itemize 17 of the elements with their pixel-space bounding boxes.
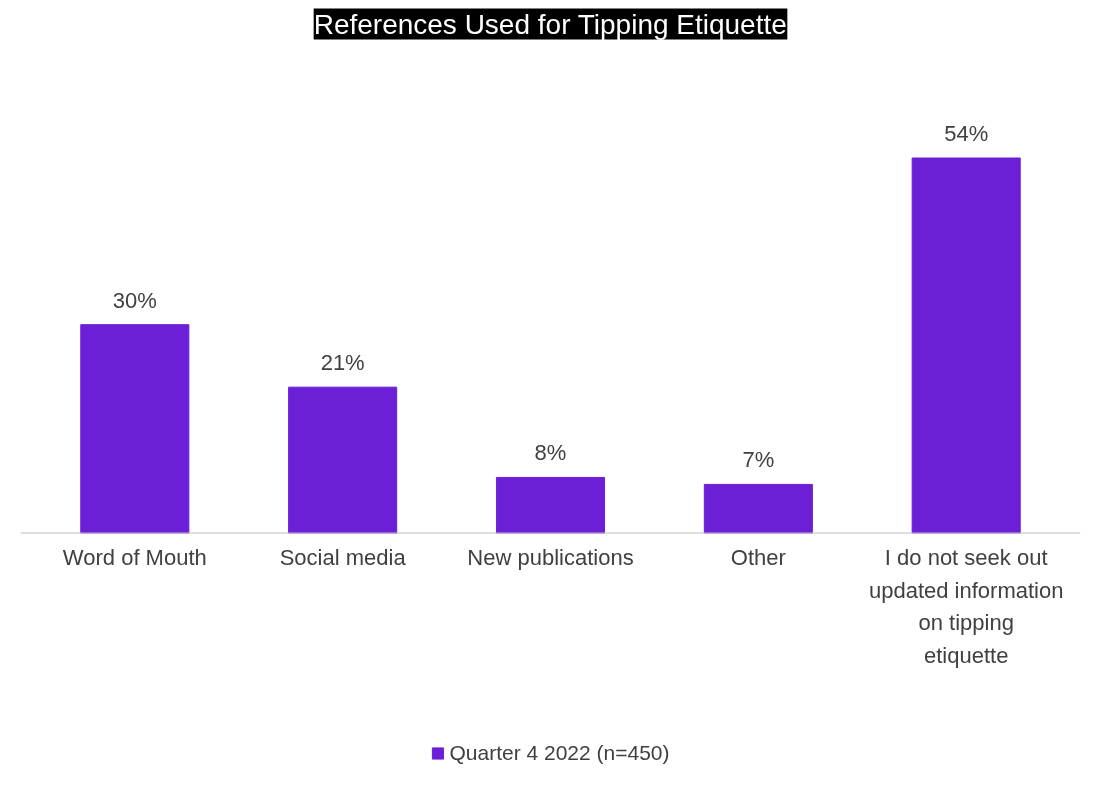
data-label: 30% — [112, 287, 157, 313]
x-tick-label: I do not seek out updated information on tipping etiquette — [868, 545, 1064, 668]
x-tick-label: Social media — [279, 545, 407, 570]
data-label: 21% — [320, 350, 365, 376]
bar — [495, 476, 606, 534]
x-tick-label: New publications — [467, 545, 634, 570]
data-label: 7% — [742, 447, 775, 473]
x-tick-label: Other — [730, 545, 786, 570]
bar — [288, 386, 398, 534]
chart-title: References Used for Tipping Etiquette — [313, 8, 787, 40]
bar — [703, 483, 813, 534]
bar — [911, 157, 1021, 534]
bar — [80, 324, 190, 534]
legend-label: Quarter 4 2022 (n=450) — [449, 741, 670, 765]
x-tick-label: Word of Mouth — [62, 545, 207, 570]
data-label: 8% — [534, 440, 567, 466]
data-label: 54% — [944, 121, 989, 146]
